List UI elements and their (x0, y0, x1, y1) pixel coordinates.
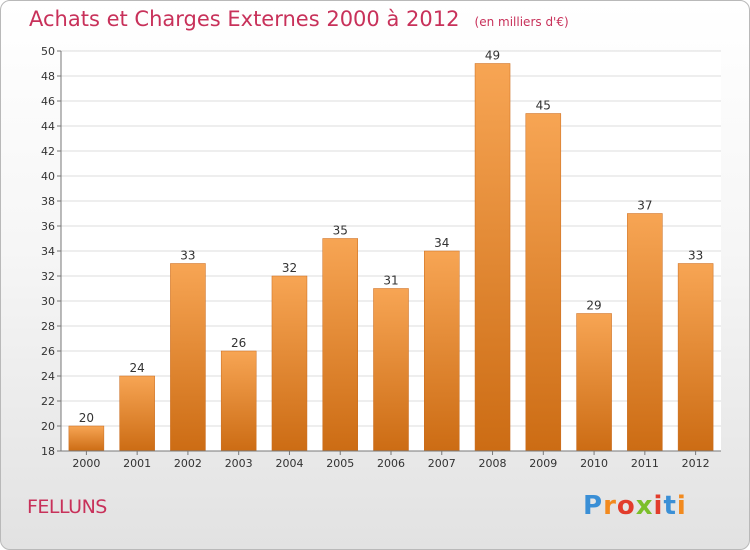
bars (68, 63, 714, 452)
x-tick-label: 2007 (428, 457, 456, 470)
bar (576, 313, 612, 452)
x-tick-label: 2004 (275, 457, 303, 470)
data-label: 32 (282, 261, 297, 275)
title-block: Achats et Charges Externes 2000 à 2012 (… (29, 7, 569, 31)
y-tick-label: 40 (41, 170, 55, 183)
bar (525, 113, 562, 452)
bar (424, 250, 460, 452)
y-tick-label: 38 (41, 195, 55, 208)
bar (474, 63, 511, 452)
bar (627, 213, 663, 452)
y-tick-label: 26 (41, 345, 55, 358)
y-tick-label: 24 (41, 370, 55, 383)
y-tick-label: 46 (41, 95, 55, 108)
x-tick-label: 2010 (580, 457, 608, 470)
y-tick-label: 28 (41, 320, 55, 333)
bar (119, 375, 155, 452)
data-label: 35 (333, 224, 348, 238)
proxiti-logo: Proxiti (583, 491, 687, 521)
logo-letter: r (603, 491, 617, 521)
data-label: 31 (383, 274, 398, 288)
y-tick-label: 18 (41, 445, 55, 458)
data-label: 34 (434, 236, 449, 250)
bar (677, 263, 714, 452)
bar (271, 275, 308, 452)
axes (57, 50, 721, 455)
x-tick-label: 2003 (225, 457, 253, 470)
x-tick-label: 2008 (479, 457, 507, 470)
logo-letter: o (616, 491, 636, 521)
y-tick-label: 20 (41, 420, 55, 433)
labels: 18 20 22 24 26 28 30 32 34 36 38 40 42 44 46 48 50 20 2000… (41, 45, 710, 470)
x-tick-label: 2012 (682, 457, 710, 470)
data-label: 29 (586, 299, 601, 313)
y-tick-label: 36 (41, 220, 55, 233)
data-label: 33 (688, 249, 703, 263)
data-label: 26 (231, 336, 246, 350)
y-tick-label: 50 (41, 45, 55, 58)
data-label: 20 (79, 411, 94, 425)
logo-letter: t (663, 491, 677, 521)
y-tick-label: 22 (41, 395, 55, 408)
data-label: 37 (637, 199, 652, 213)
y-tick-label: 30 (41, 295, 55, 308)
chart-subtitle: (en milliers d'€) (474, 15, 569, 29)
x-tick-label: 2011 (631, 457, 659, 470)
logo-letter: x (635, 491, 654, 521)
x-tick-label: 2006 (377, 457, 405, 470)
commune-name: FELLUNS (27, 496, 107, 518)
x-tick-label: 2000 (72, 457, 100, 470)
x-tick-label: 2002 (174, 457, 202, 470)
bar (170, 263, 206, 452)
data-label: 24 (130, 361, 145, 375)
logo-letter: i (676, 491, 687, 521)
bar (322, 238, 358, 452)
bar (220, 350, 257, 452)
bar (373, 288, 409, 452)
x-tick-label: 2009 (529, 457, 557, 470)
y-tick-label: 34 (41, 245, 55, 258)
data-label: 33 (180, 249, 195, 263)
bar (68, 425, 105, 452)
y-tick-label: 44 (41, 120, 55, 133)
logo-letter: P (583, 491, 604, 521)
logo-letter: i (653, 491, 664, 521)
x-tick-label: 2001 (123, 457, 151, 470)
y-tick-label: 32 (41, 270, 55, 283)
data-label: 49 (485, 49, 500, 63)
y-tick-label: 48 (41, 70, 55, 83)
y-tick-label: 42 (41, 145, 55, 158)
data-label: 45 (536, 99, 551, 113)
chart-title: Achats et Charges Externes 2000 à 2012 (29, 7, 460, 31)
x-tick-label: 2005 (326, 457, 354, 470)
